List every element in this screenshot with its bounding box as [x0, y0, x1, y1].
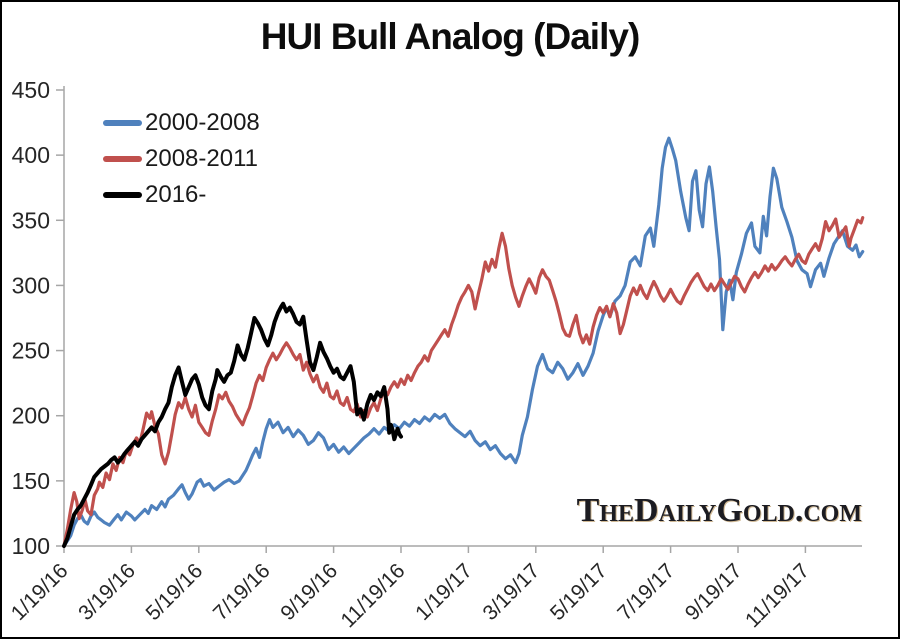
series-line-2008-2011	[62, 216, 865, 548]
x-tick-label: 5/19/17	[546, 559, 612, 625]
legend-label: 2008-2011	[145, 145, 258, 172]
x-tick-label: 9/19/17	[681, 559, 747, 625]
y-tick-label: 350	[12, 207, 50, 233]
x-tick-label: 3/19/17	[479, 559, 545, 625]
y-tick-label: 100	[12, 533, 50, 559]
x-tick-label: 3/19/16	[74, 559, 140, 625]
x-tick-label: 9/19/16	[276, 559, 342, 625]
x-tick-label: 1/19/17	[411, 559, 477, 625]
y-tick-label: 400	[12, 142, 50, 168]
legend-line-swatch-black	[103, 192, 142, 198]
y-tick-label: 250	[12, 338, 50, 364]
chart-title: HUI Bull Analog (Daily)	[260, 16, 641, 57]
legend-line-swatch-red	[103, 156, 142, 162]
x-tick-label: 7/19/16	[209, 559, 275, 625]
legend-label: 2016-	[145, 181, 207, 208]
y-tick-label: 300	[12, 272, 50, 298]
series-line-2016-	[62, 301, 403, 548]
legend-label: 2000-2008	[145, 109, 260, 136]
legend-item-2008-2011: 2008-2011	[103, 141, 260, 177]
legend: 2000-2008 2008-2011 2016-	[103, 105, 260, 213]
x-tick-label: 11/19/16	[337, 559, 410, 632]
x-tick-label: 1/19/16	[7, 559, 73, 625]
legend-item-2016: 2016-	[103, 177, 260, 213]
watermark-thedailygold: TheDailyGold.com	[576, 492, 862, 529]
x-tick-label: 11/19/17	[741, 559, 814, 632]
legend-item-2000-2008: 2000-2008	[103, 105, 260, 141]
legend-line-swatch-blue	[103, 120, 142, 126]
y-tick-label: 200	[12, 403, 50, 429]
series-line-2000-2008	[62, 136, 865, 548]
x-tick-label: 5/19/16	[142, 559, 208, 625]
x-tick-label: 7/19/17	[613, 559, 679, 625]
y-tick-label: 150	[12, 468, 50, 494]
y-tick-label: 450	[12, 77, 50, 103]
